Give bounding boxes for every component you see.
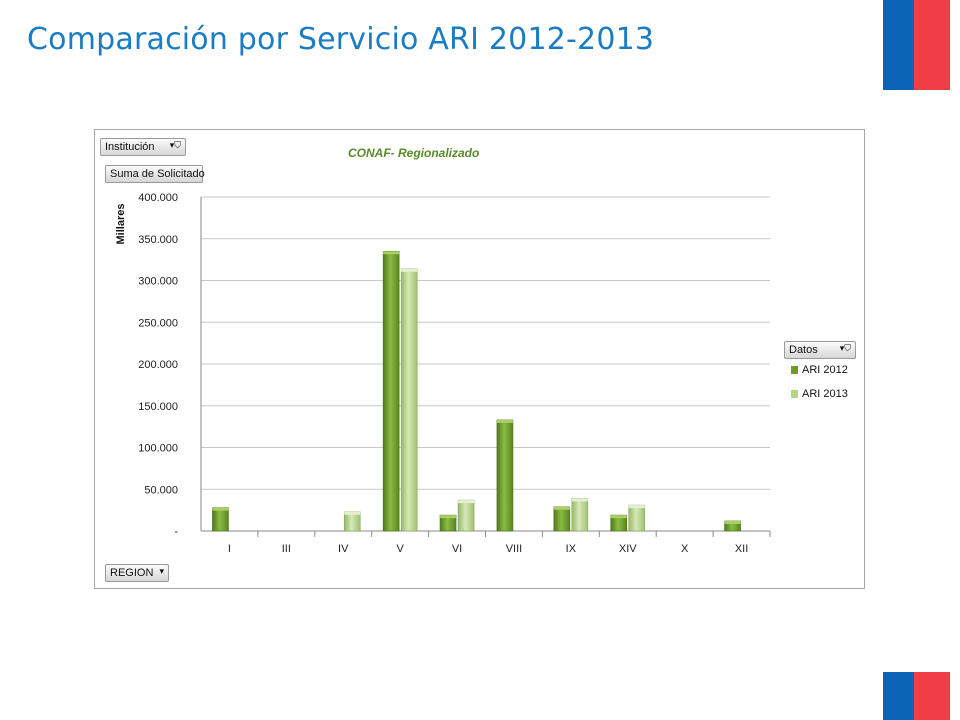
- y-tick-label: 200.000: [138, 359, 178, 371]
- legend-dropdown-icon: ▾⛉: [839, 343, 851, 353]
- bar-cap: [440, 515, 457, 519]
- datos-legend-button[interactable]: Datos ▾⛉: [784, 341, 856, 359]
- y-tick-label: 350.000: [138, 234, 178, 246]
- legend-label-2013: ARI 2013: [802, 388, 848, 400]
- bar-cap: [724, 520, 741, 524]
- legend-swatch-2013: [791, 390, 798, 398]
- x-tick-label: XIV: [619, 543, 637, 555]
- bar-ari-2013: [571, 498, 589, 532]
- bar-cap: [628, 505, 645, 509]
- flag-red-stripe: [914, 672, 950, 720]
- bar-ari-2013: [457, 499, 475, 532]
- chile-flag-decoration-bottom: [883, 672, 950, 720]
- x-tick-label: XII: [735, 543, 748, 555]
- x-tick-label: X: [681, 543, 689, 555]
- bar-ari-2012: [496, 419, 514, 532]
- y-tick-label: 150.000: [138, 401, 178, 413]
- chile-flag-decoration-top: [883, 0, 950, 90]
- x-tick-label: III: [282, 543, 291, 555]
- x-tick-label: I: [228, 543, 231, 555]
- legend-item-ari-2013: ARI 2013: [791, 388, 848, 400]
- legend-item-ari-2012: ARI 2012: [791, 364, 848, 376]
- bar-ari-2013: [400, 268, 418, 532]
- bar-ari-2012: [553, 506, 571, 532]
- bar-cap: [571, 498, 588, 502]
- region-axis-label: REGION: [110, 567, 154, 579]
- legend-swatch-2012: [791, 366, 798, 374]
- bar-ari-2012: [724, 520, 741, 532]
- x-tick-label: VI: [452, 543, 462, 555]
- x-tick-label: VIII: [506, 543, 523, 555]
- flag-blue-stripe: [883, 672, 914, 720]
- filter-dropdown-icon: ▾⛉: [169, 140, 181, 150]
- bar-cap: [344, 511, 361, 515]
- y-axis-label: Millares: [115, 204, 127, 245]
- bar-ari-2012: [382, 250, 400, 532]
- bar-cap: [401, 268, 418, 272]
- x-tick-label: V: [396, 543, 404, 555]
- bar-cap: [553, 506, 570, 510]
- bar-ari-2013: [628, 504, 646, 532]
- y-tick-label: 50.000: [144, 484, 178, 496]
- bar-cap: [496, 419, 513, 423]
- x-tick-label: IV: [338, 543, 349, 555]
- region-axis-button[interactable]: REGION ▾: [105, 564, 169, 582]
- region-dropdown-icon: ▾: [159, 566, 164, 576]
- x-tick-label: IX: [566, 543, 577, 555]
- y-tick-label: 400.000: [138, 192, 178, 204]
- bar-ari-2012: [212, 507, 229, 532]
- bar-cap: [383, 251, 400, 255]
- flag-red-stripe: [914, 0, 950, 90]
- legend-label-2012: ARI 2012: [802, 364, 848, 376]
- chart-plot-area: - 50.000 100.000 150.000 200.000 250.000 300.0…: [115, 192, 771, 555]
- chart-title: CONAF- Regionalizado: [348, 146, 480, 160]
- y-tick-label: 300.000: [138, 276, 178, 288]
- institucion-filter-label: Institución: [105, 141, 155, 153]
- bar-cap: [458, 500, 475, 504]
- slide-title: Comparación por Servicio ARI 2012-2013: [27, 22, 655, 57]
- pivot-chart: Institución ▾⛉ Suma de Solicitado CONAF-…: [94, 129, 865, 589]
- value-field-label: Suma de Solicitado: [110, 168, 205, 180]
- y-tick-label: -: [174, 526, 178, 538]
- flag-blue-stripe: [883, 0, 914, 90]
- bar-cap: [212, 507, 229, 511]
- institucion-filter-button[interactable]: Institución ▾⛉: [100, 138, 186, 156]
- y-tick-label: 250.000: [138, 317, 178, 329]
- value-field-button[interactable]: Suma de Solicitado: [105, 165, 205, 183]
- y-tick-label: 100.000: [138, 443, 178, 455]
- datos-legend-label: Datos: [789, 344, 818, 356]
- bar-cap: [610, 515, 627, 519]
